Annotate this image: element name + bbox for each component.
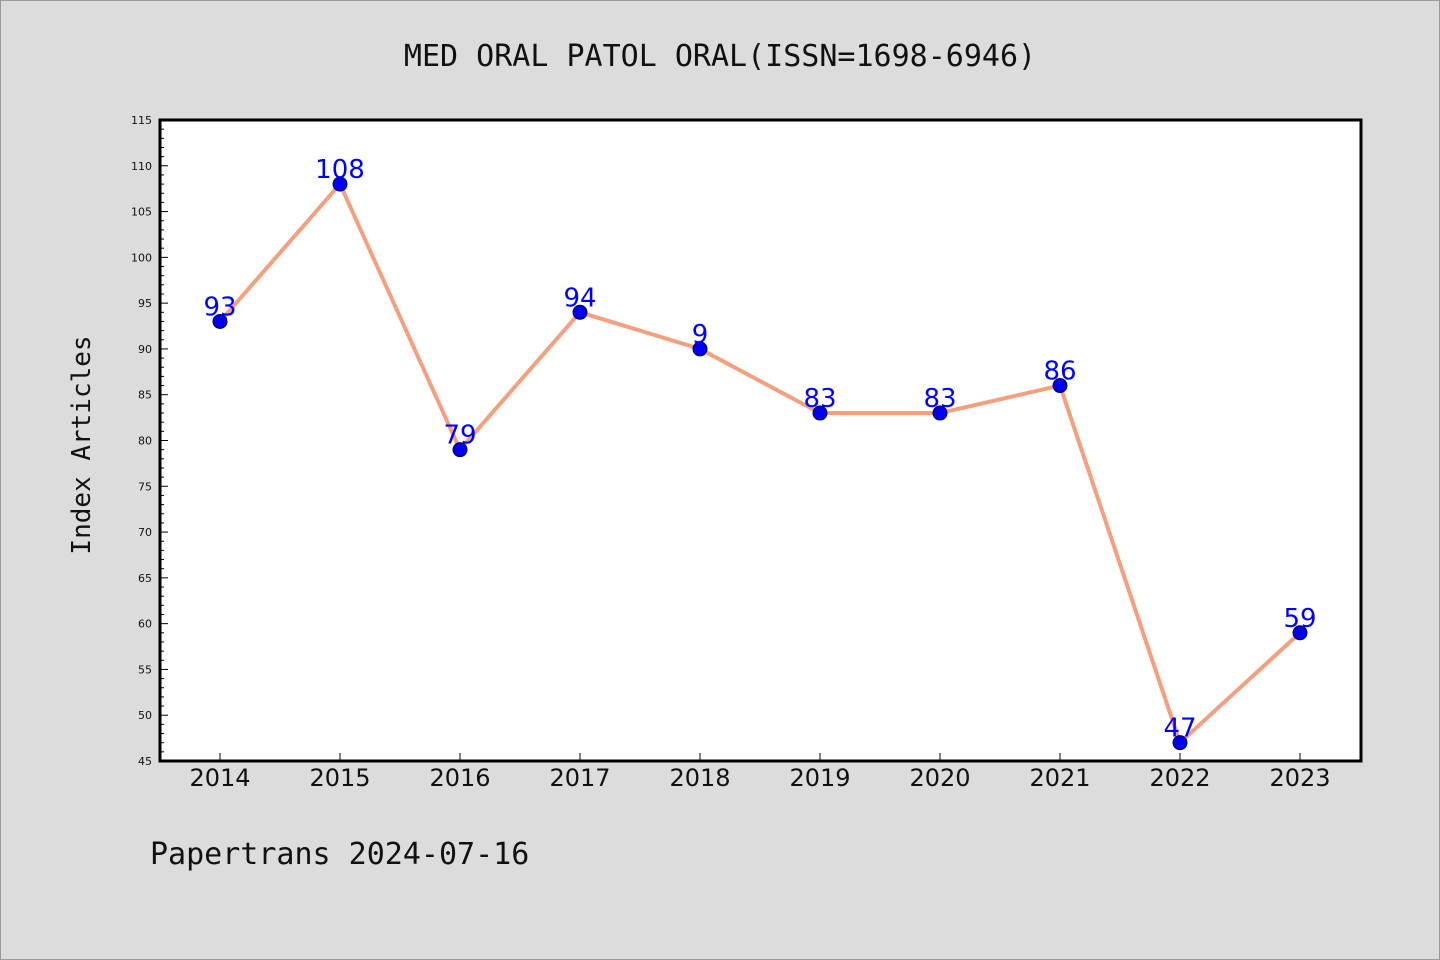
x-tick-label: 2018	[669, 764, 730, 792]
x-tick-label: 2016	[429, 764, 490, 792]
data-label: 59	[1283, 604, 1316, 634]
y-tick-label: 100	[131, 251, 152, 264]
data-series: 93 108 79 94 9 83 83 86 47 59	[203, 155, 1317, 751]
data-point	[212, 313, 228, 329]
data-label: 94	[563, 283, 596, 313]
y-tick-label: 115	[131, 114, 152, 127]
data-label: 47	[1163, 714, 1196, 744]
data-label: 79	[443, 421, 476, 451]
data-point	[332, 176, 348, 192]
x-tick-label: 2019	[789, 764, 850, 792]
y-tick-label: 110	[131, 160, 152, 173]
y-tick-label: 90	[138, 343, 152, 356]
y-tick-label: 75	[138, 480, 152, 493]
y-tick-label: 55	[138, 663, 152, 676]
data-point	[572, 304, 588, 320]
x-tick-label: 2020	[909, 764, 970, 792]
data-point	[1292, 625, 1308, 641]
data-label: 108	[315, 155, 365, 185]
series-line	[218, 182, 1302, 745]
y-axis-label: Index Articles	[67, 335, 97, 554]
y-axis: 45 50 55 60 65 70 75 80 85 90 95 100 105 110 115	[131, 114, 168, 768]
data-point	[1052, 378, 1068, 394]
x-tick-label: 2022	[1149, 764, 1210, 792]
data-point	[932, 405, 948, 421]
plot-area	[158, 118, 1363, 763]
footer-source-date: Papertrans 2024-07-16	[150, 837, 529, 872]
x-tick-label: 2017	[549, 764, 610, 792]
y-tick-label: 105	[131, 206, 152, 219]
data-point	[1172, 735, 1188, 751]
y-tick-label: 80	[138, 435, 152, 448]
x-tick-label: 2023	[1269, 764, 1330, 792]
data-label: 93	[203, 292, 236, 322]
chart-title: MED ORAL PATOL ORAL(ISSN=1698-6946)	[404, 39, 1036, 74]
data-point	[812, 405, 828, 421]
x-tick-label: 2015	[309, 764, 370, 792]
data-label: 86	[1043, 357, 1076, 387]
x-tick-label: 2014	[189, 764, 250, 792]
y-tick-label: 95	[138, 297, 152, 310]
data-label: 83	[803, 384, 836, 414]
data-label: 83	[923, 384, 956, 414]
y-tick-label: 50	[138, 709, 152, 722]
y-tick-label: 85	[138, 389, 152, 402]
data-point	[452, 442, 468, 458]
y-tick-label: 60	[138, 618, 152, 631]
data-point	[692, 341, 708, 357]
y-tick-label: 45	[138, 755, 152, 768]
x-tick-label: 2021	[1029, 764, 1090, 792]
x-axis: 2014 2015 2016 2017 2018 2019 2020 2021 2022 2023	[189, 753, 1331, 792]
y-tick-label: 70	[138, 526, 152, 539]
data-label: 9	[692, 320, 709, 350]
y-tick-label: 65	[138, 572, 152, 585]
